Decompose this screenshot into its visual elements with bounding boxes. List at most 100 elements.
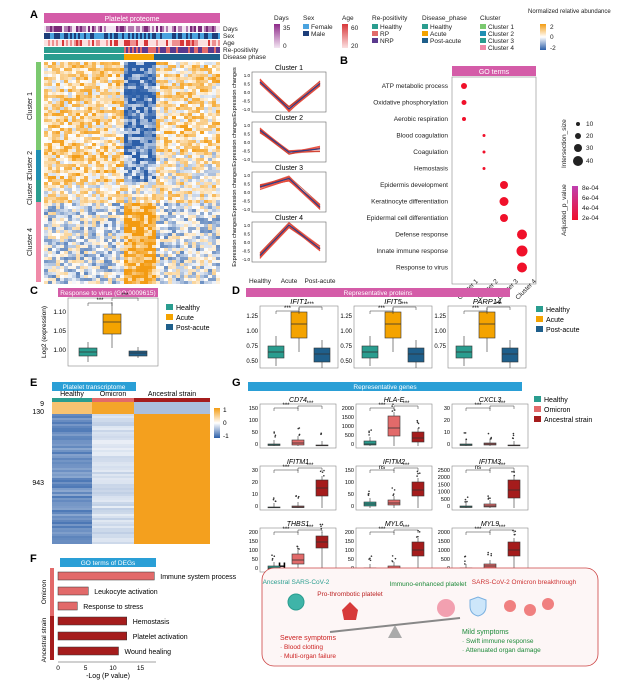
heatmap-cell [176,74,180,77]
heatmap-cell [160,95,164,98]
heatmap-cell [132,179,136,182]
heatmap-cell [208,62,212,65]
heatmap-cell [128,275,132,278]
heatmap-cell [48,143,52,146]
heatmap-cell [60,251,64,254]
heatmap-cell [64,191,68,194]
heatmap-cell [168,77,172,80]
heatmap-cell [152,164,156,167]
heatmap-cell [116,185,120,188]
track-days-cell [134,26,136,32]
heatmap-cell [80,167,84,170]
heatmap-cell [68,113,72,116]
track-age-cell [102,40,104,46]
heatmap-cell [216,236,220,239]
heatmap-cell [192,170,196,173]
heatmap-cell [156,128,160,131]
heatmap-cell [172,182,176,185]
heatmap-cell [116,248,120,251]
track-days-cell [76,26,78,32]
heatmap-cell [80,113,84,116]
e-heat-cell [92,416,134,418]
f-x-ticks: 0 5 10 15 [56,665,144,672]
heatmap-cell [88,74,92,77]
track-days-cell [68,26,70,32]
track-days-cell [196,26,198,32]
heatmap-cell [56,74,60,77]
heatmap-cell [136,203,140,206]
heatmap-cell [136,89,140,92]
heatmap-cell [72,260,76,263]
heatmap-cell [104,77,108,80]
track-sex-cell [104,33,106,39]
track-repositivity-cell [112,47,114,53]
heatmap-cell [128,161,132,164]
heatmap-cell [112,185,116,188]
track-phase-cell [218,54,220,60]
heatmap-cell [144,107,148,110]
heatmap-cell [172,281,176,284]
g-box [459,502,473,508]
heatmap-cell [132,227,136,230]
f-term-label: Response to stress [83,604,143,611]
heatmap-cell [68,74,72,77]
heatmap-cell [156,134,160,137]
heatmap-cell [116,68,120,71]
heatmap-cell [184,167,188,170]
track-phase-cell [54,54,56,60]
heatmap-cell [208,257,212,260]
e-heat-cell [52,472,92,474]
go-dot [517,229,527,240]
heatmap-cell [76,191,80,194]
g-sig-2: *** [402,525,410,531]
e-heat-cell [52,458,92,460]
heatmap-cell [92,209,96,212]
heatmap-cell [184,182,188,185]
heatmap-cell [124,167,128,170]
heatmap-cell [112,203,116,206]
track-age-cell [84,40,86,46]
heatmap-cell [88,155,92,158]
heatmap-cell [188,80,192,83]
g-ytick: 0 [351,442,354,448]
heatmap-cell [148,113,152,116]
track-phase-cell [144,54,146,60]
heatmap-cell [68,179,72,182]
track-days-cell [190,26,192,32]
heatmap-cell [180,158,184,161]
heatmap-cell [176,275,180,278]
heatmap-cell [184,113,188,116]
heatmap-cell [96,269,100,272]
heatmap-cell [136,140,140,143]
heatmap-cell [212,167,216,170]
track-age-cell [116,40,118,46]
heatmap-cell [140,260,144,263]
heatmap-cell [152,182,156,185]
heatmap-cell [52,71,56,74]
sig-bracket [273,531,299,535]
heatmap-cell [132,173,136,176]
heatmap-cell [180,167,184,170]
trend-tick: -1.0 [242,157,250,162]
heatmap-cell [144,74,148,77]
heatmap-cell [152,80,156,83]
heatmap-cell [48,128,52,131]
heatmap-cell [180,68,184,71]
g-sig-2: *** [498,525,506,531]
track-days-cell [168,26,170,32]
heatmap-cell [104,248,108,251]
sig-bracket [369,469,395,473]
heatmap-cell [48,281,52,284]
track-sex-cell [134,33,136,39]
e-heat-cell [52,492,92,494]
heatmap-cell [180,179,184,182]
track-days-cell [206,26,208,32]
panel-a-legends: Days 35 0 Sex Female Male Age 60 20 Re-p… [274,9,611,52]
sig-bracket [489,405,515,409]
trend-tick: -0.5 [242,249,250,254]
heatmap-cell [120,89,124,92]
e-heat-cell [134,470,210,472]
heatmap-cell [180,218,184,221]
heatmap-cell [44,263,48,266]
heatmap-cell [88,221,92,224]
